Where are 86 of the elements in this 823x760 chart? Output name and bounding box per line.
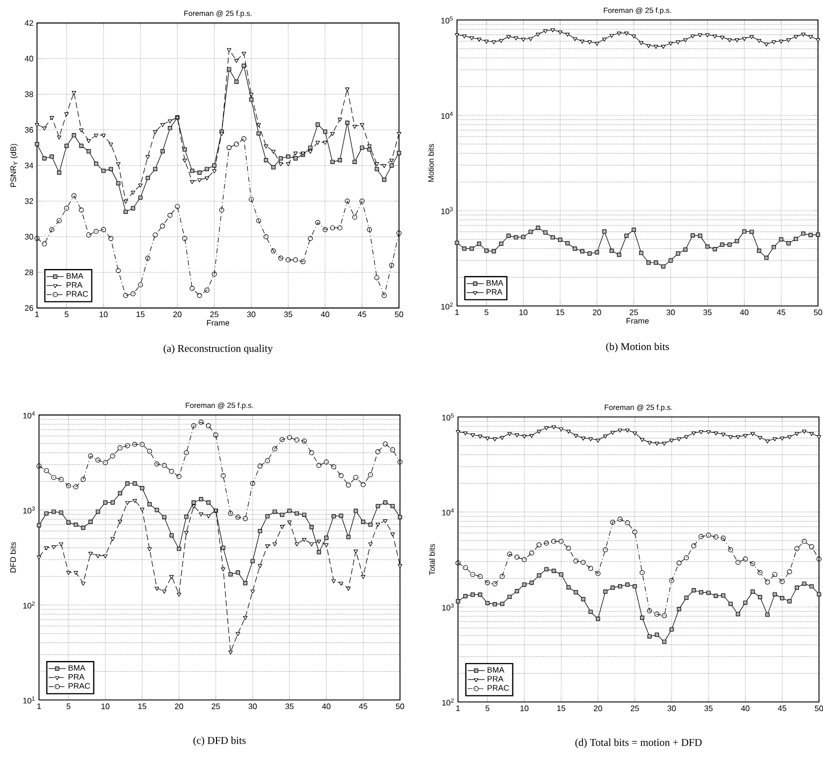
text: (d) Total bits = motion + DFD [575,738,702,748]
x-tick-label: 45 [358,704,368,710]
y-tick-label: 10$^{3}$ [442,603,454,611]
x-tick-label: 35 [703,310,712,316]
y-tick-label: 34 [24,162,34,168]
x-tick-label: 15 [138,704,146,710]
y-tick-label: 38 [24,91,34,98]
text: (b) Motion bits [606,342,669,352]
y-tick-label: 32 [24,198,34,204]
x-tick-label: 50 [394,312,404,318]
x-tick-label: 25 [630,310,638,316]
x-tick-label: 30 [666,310,675,316]
x-tick-label: 30 [248,704,257,710]
x-tick-label: 10 [519,310,528,316]
x-tick-label: 40 [322,704,330,710]
x-axis-title: Frame [626,318,649,324]
y-tick-label: 10$^{3}$ [441,207,453,214]
x-tick-label: 45 [778,706,786,712]
x-tick-label: 10 [101,704,110,710]
x-tick-label: 1 [455,310,459,316]
x-tick-label: 5 [64,312,68,318]
y-tick-label: 10$^{5}$ [441,16,453,24]
y-tick-label: 10$^{4}$ [441,112,453,119]
x-tick-label: 20 [594,706,602,712]
legend-label: PRA [488,676,504,682]
x-tick-label: 35 [285,704,294,710]
x-tick-label: 15 [557,706,566,712]
x-tick-label: 5 [484,310,488,316]
y-tick-label: 10$^{2}$ [441,302,453,310]
y-tick-label: 10$^{3}$ [23,506,35,514]
x-tick-label: 45 [776,310,786,316]
x-tick-label: 20 [173,312,182,318]
x-tick-label: 5 [66,704,70,710]
y-tick-label: 36 [24,127,34,133]
legend-label: PRAC [68,683,90,689]
legend-label: BMA [486,280,504,286]
x-tick-label: 25 [212,704,220,710]
x-tick-label: 25 [210,312,218,318]
x-tick-label: 35 [284,312,292,318]
y-tick-label: 30 [24,234,34,240]
y-axis-title: PSNR$_{Y}$ (dB) [10,144,18,187]
x-tick-label: 40 [320,312,330,318]
text: (c) DFD bits [193,736,246,746]
y-tick-label: 42 [24,20,34,26]
y-tick-label: 10$^{4}$ [23,411,35,418]
x-tick-label: 1 [35,312,39,318]
x-tick-label: 35 [704,706,713,712]
y-axis-title: Total bits [428,544,435,576]
y-tick-label: 10$^{4}$ [442,508,454,516]
x-tick-label: 5 [486,706,490,712]
y-tick-label: 10$^{1}$ [23,696,35,704]
y-axis-title: DFD bits [10,542,16,572]
y-axis-title: Motion bits [428,144,434,182]
y-tick-label: 10$^{5}$ [442,413,454,420]
x-tick-label: 10 [100,312,108,318]
x-axis-title: Frame [207,320,230,326]
y-tick-label: 28 [24,270,34,276]
legend-label: PRA [68,674,84,680]
y-tick-label: 10$^{2}$ [442,698,454,706]
x-tick-label: 1 [37,704,41,710]
x-tick-label: 30 [247,312,256,318]
text: (a) Reconstruction quality [164,344,273,354]
x-tick-label: 45 [358,312,366,318]
legend-label: PRAC [66,291,88,297]
x-tick-label: 50 [814,706,823,712]
x-tick-label: 15 [136,312,145,318]
x-tick-label: 20 [592,310,602,316]
legend-label: BMA [68,665,86,671]
x-tick-label: 30 [668,706,676,712]
legend-label: PRA [66,282,82,288]
legend-label: PRA [486,289,502,295]
x-tick-label: 20 [174,704,184,710]
x-tick-label: 25 [630,706,639,712]
legend-label: BMA [488,667,504,673]
x-tick-label: 40 [741,706,750,712]
x-tick-label: 1 [456,706,460,712]
x-tick-label: 40 [740,310,748,316]
y-tick-label: 10$^{2}$ [23,601,35,609]
x-tick-label: 50 [814,310,822,316]
x-tick-label: 15 [556,310,564,316]
legend-label: BMA [66,273,84,279]
x-tick-label: 10 [520,706,528,712]
legend-label: PRAC [488,685,509,691]
x-tick-label: 50 [396,704,404,710]
y-tick-label: 26 [24,305,34,311]
y-tick-label: 40 [24,56,34,62]
